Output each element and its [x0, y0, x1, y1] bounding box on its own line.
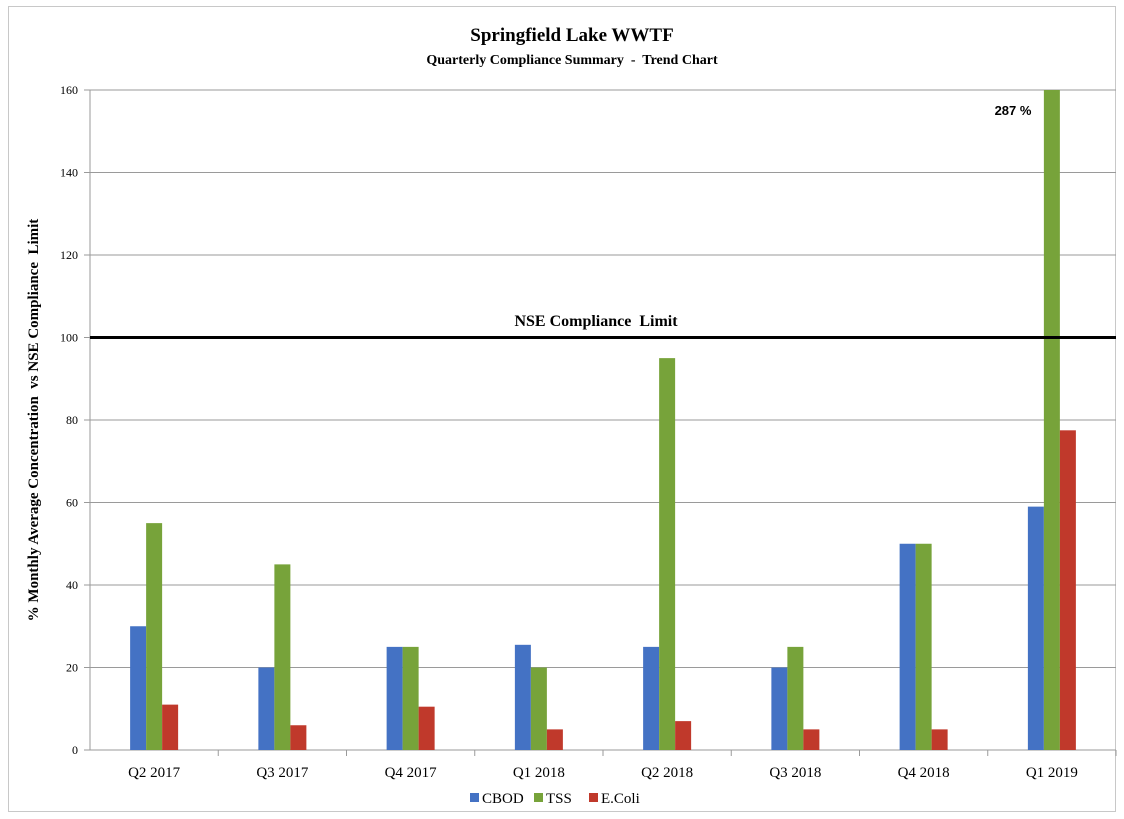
- y-tick-label: 60: [66, 496, 78, 510]
- bar-e-coli-q1-2019: [1059, 430, 1076, 750]
- x-tick-label: Q3 2018: [769, 765, 821, 781]
- y-tick-label: 0: [72, 743, 78, 757]
- bar-tss-q1-2018: [530, 667, 547, 750]
- bar-tss-q3-2018: [787, 646, 804, 750]
- bar-cbod-q3-2017: [258, 667, 275, 750]
- bar-e-coli-q4-2018: [931, 729, 948, 750]
- bar-tss-q3-2017: [274, 564, 291, 750]
- x-tick-label: Q4 2018: [898, 765, 950, 781]
- y-tick-label: 100: [60, 331, 78, 345]
- legend-label: E.Coli: [601, 791, 640, 807]
- compliance-limit-label: NSE Compliance Limit: [514, 313, 678, 330]
- x-tick-label: Q1 2019: [1026, 765, 1078, 781]
- bar-tss-q2-2018: [659, 358, 676, 750]
- x-tick-label: Q4 2017: [385, 765, 438, 781]
- bars: [130, 90, 1076, 750]
- bar-e-coli-q3-2017: [290, 725, 307, 750]
- bar-e-coli-q1-2018: [546, 729, 563, 750]
- bar-e-coli-q2-2017: [162, 704, 179, 750]
- bar-tss-q1-2019: [1043, 90, 1060, 750]
- x-tick-label: Q3 2017: [256, 765, 309, 781]
- y-tick-label: 160: [60, 83, 78, 97]
- bar-e-coli-q3-2018: [803, 729, 820, 750]
- bar-cbod-q4-2018: [899, 543, 916, 750]
- bar-cbod-q1-2018: [514, 644, 531, 750]
- bar-e-coli-q4-2017: [418, 706, 435, 750]
- y-axis-label: % Monthly Average Concentration vs NSE C…: [26, 219, 42, 622]
- x-tick-label: Q1 2018: [513, 765, 565, 781]
- bar-cbod-q4-2017: [386, 646, 403, 750]
- bar-tss-q4-2017: [402, 646, 419, 750]
- bar-cbod-q2-2018: [643, 646, 660, 750]
- bar-tss-q4-2018: [915, 543, 932, 750]
- legend-swatch-cbod: [470, 793, 479, 802]
- y-tick-label: 40: [66, 578, 78, 592]
- bar-cbod-q3-2018: [771, 667, 788, 750]
- chart-title: Springfield Lake WWTF: [470, 25, 673, 46]
- legend-label: TSS: [546, 791, 572, 807]
- x-tick-label: Q2 2018: [641, 765, 693, 781]
- bar-tss-q2-2017: [146, 523, 163, 750]
- x-tick-label: Q2 2017: [128, 765, 181, 781]
- y-tick-label: 80: [66, 413, 78, 427]
- bar-e-coli-q2-2018: [675, 721, 692, 750]
- legend-swatch-tss: [534, 793, 543, 802]
- x-tick-labels: Q2 2017 Q3 2017 Q4 2017 Q1 2018 Q2 2018 Q3 20…: [128, 765, 1078, 781]
- y-tick-label: 120: [60, 248, 78, 262]
- legend-swatch-e-coli: [589, 793, 598, 802]
- legend-label: CBOD: [482, 791, 524, 807]
- bar-cbod-q2-2017: [130, 626, 147, 750]
- y-tick-label: 20: [66, 661, 78, 675]
- gridlines: [84, 89, 1117, 756]
- chart-subtitle: Quarterly Compliance Summary - Trend Cha…: [426, 53, 718, 68]
- y-tick-label: 140: [60, 166, 78, 180]
- bar-cbod-q1-2019: [1027, 506, 1044, 750]
- tss-overflow-annotation: 287 %: [995, 103, 1032, 118]
- y-tick-labels: 0 20 40 60 80 100 120 140 160: [60, 83, 78, 757]
- legend: CBOD TSS E.Coli: [470, 791, 640, 807]
